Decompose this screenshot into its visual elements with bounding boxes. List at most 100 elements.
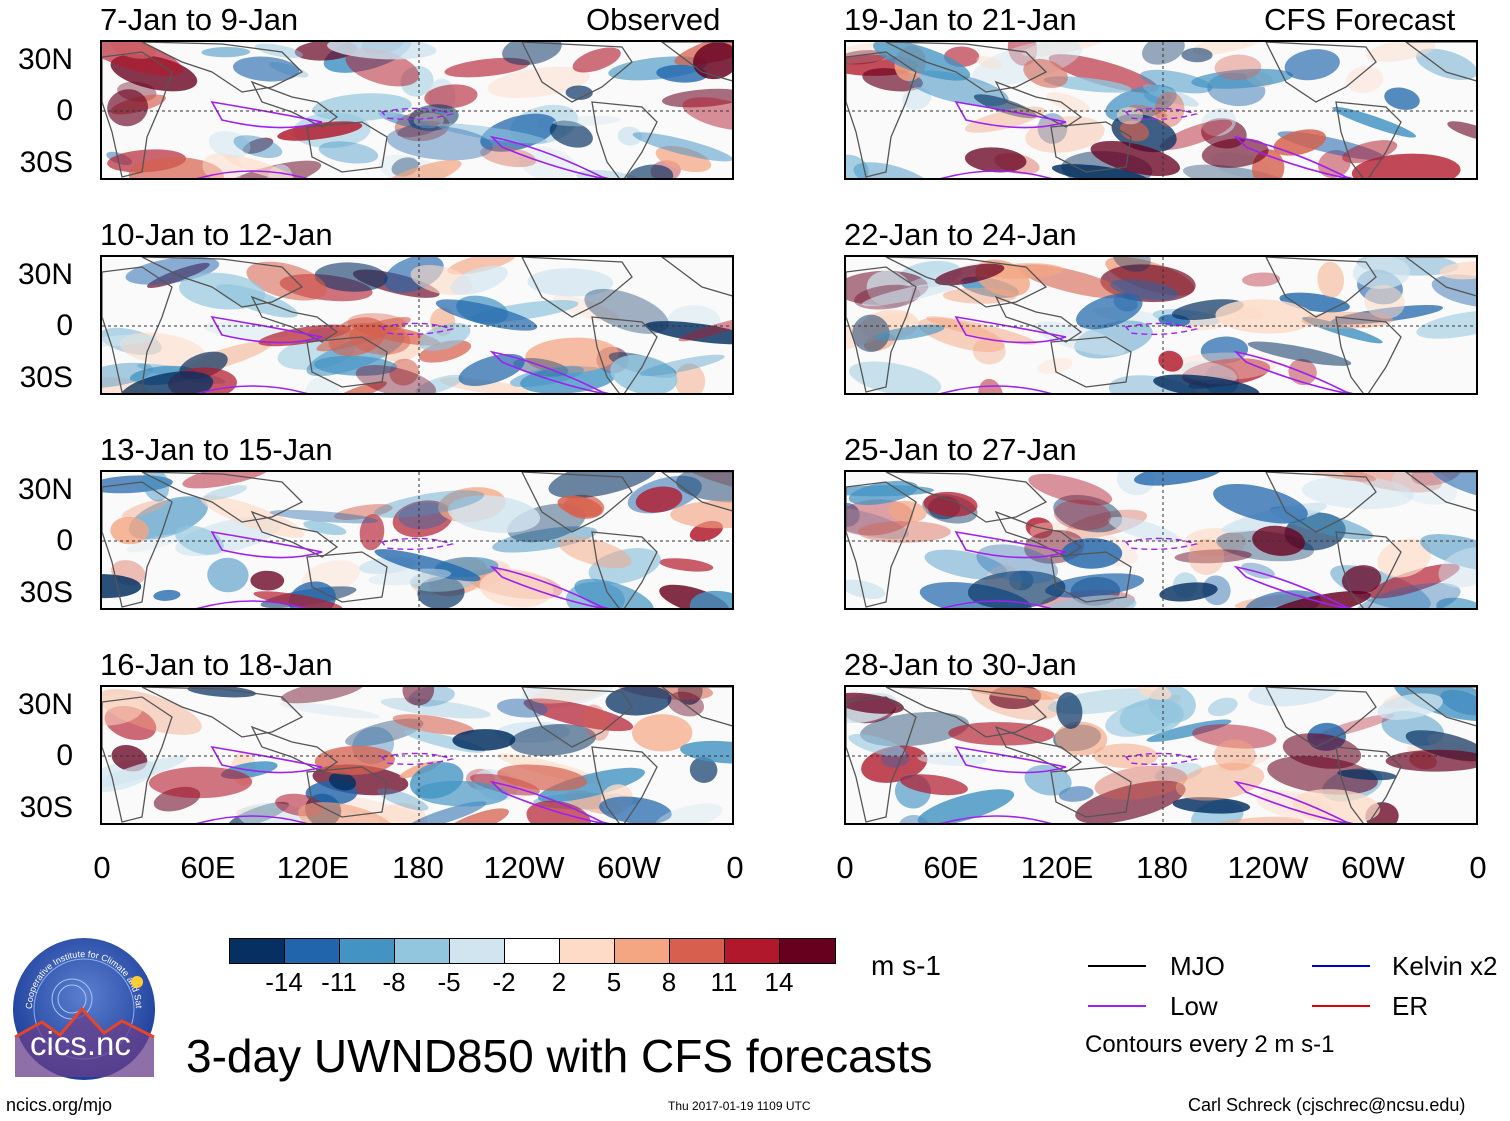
anomaly-patch — [102, 574, 142, 599]
footer-timestamp: Thu 2017-01-19 1109 UTC — [668, 1099, 811, 1113]
x-tick-label: 0 — [93, 850, 111, 885]
anomaly-patch — [1439, 261, 1476, 280]
anomaly-patch — [689, 756, 718, 783]
anomaly-patch — [626, 164, 674, 178]
anomaly-patch — [1159, 119, 1233, 150]
anomaly-patch — [374, 549, 481, 582]
anomaly-patch — [635, 486, 683, 513]
low-contour-dashed — [380, 107, 455, 121]
anomaly-patch — [332, 381, 387, 393]
anomaly-patch — [923, 491, 978, 517]
anomaly-patch — [861, 745, 928, 783]
anomaly-patch — [1048, 54, 1159, 93]
coastline — [994, 510, 1083, 558]
x-tick-label: 0 — [836, 850, 854, 885]
x-tick-label: 120E — [276, 850, 350, 885]
panel-title: 16-Jan to 18-Jan — [100, 647, 333, 682]
anomaly-patch — [1215, 299, 1315, 334]
anomaly-patch — [1241, 562, 1275, 579]
anomaly-patch — [846, 506, 909, 540]
anomaly-patch — [917, 752, 987, 766]
anomaly-patch — [1364, 284, 1405, 319]
low-contour — [954, 745, 1067, 774]
anomaly-patch — [406, 801, 487, 823]
anomaly-patch — [418, 322, 471, 351]
anomaly-patch — [557, 495, 603, 518]
coastline — [885, 472, 1048, 523]
anomaly-patch — [1353, 582, 1461, 608]
colorbar-label: -5 — [437, 967, 461, 997]
anomaly-patch — [392, 714, 475, 735]
anomaly-patch — [179, 272, 266, 310]
low-contour — [1233, 135, 1354, 178]
colorbar-label: -14 — [265, 967, 303, 997]
anomaly-patch — [377, 788, 429, 811]
anomaly-patch — [1065, 509, 1148, 539]
anomaly-patch — [1175, 763, 1265, 801]
map-panel-forecast-2 — [844, 255, 1478, 395]
colorbar-label: 8 — [661, 967, 677, 997]
map-panel-forecast-3 — [844, 470, 1478, 610]
anomaly-patch — [1242, 272, 1281, 287]
low-legend-line — [1088, 1005, 1146, 1007]
coastline — [1335, 316, 1402, 393]
anomaly-patch — [1317, 261, 1345, 298]
anomaly-patch — [203, 485, 248, 501]
anomaly-patch — [964, 147, 1027, 173]
anomaly-patch — [487, 66, 590, 99]
anomaly-patch — [552, 115, 621, 127]
coastline — [306, 766, 388, 818]
anomaly-patch — [444, 57, 530, 78]
panel-title: 7-Jan to 9-Jan — [100, 2, 299, 37]
footer-url[interactable]: ncics.org/mjo — [6, 1095, 113, 1115]
coastline — [660, 42, 732, 82]
anomaly-patch — [674, 363, 706, 393]
anomaly-patch — [258, 324, 351, 347]
panel-title: 25-Jan to 27-Jan — [844, 432, 1077, 467]
anomaly-patch — [1337, 769, 1397, 781]
anomaly-patch — [527, 268, 614, 297]
y-tick-label: 30S — [19, 576, 73, 609]
anomaly-patch — [355, 365, 437, 393]
coastline — [1404, 687, 1476, 727]
colorbar — [229, 938, 836, 964]
anomaly-patch — [917, 789, 1015, 823]
anomaly-patch — [298, 802, 397, 823]
low-contour — [196, 815, 308, 823]
low-contour — [954, 100, 1067, 129]
x-tick-label: 120E — [1020, 850, 1094, 885]
anomaly-patch — [888, 500, 927, 523]
coastline — [102, 266, 173, 393]
anomaly-patch — [110, 516, 149, 545]
anomaly-patch — [279, 702, 380, 719]
anomaly-patch — [314, 262, 388, 292]
map-panel-forecast-4 — [844, 685, 1478, 825]
anomaly-patch — [1053, 494, 1123, 533]
anomaly-patch — [874, 324, 945, 341]
anomaly-patch — [693, 42, 732, 80]
anomaly-patch — [853, 162, 936, 178]
colorbar-swatch — [670, 939, 725, 963]
anomaly-patch — [1332, 106, 1417, 138]
x-tick-label: 60E — [180, 850, 236, 885]
coastline — [994, 725, 1083, 773]
anomaly-patch — [565, 85, 593, 100]
x-tick-label: 0 — [1469, 850, 1487, 885]
y-tick-label: 30N — [17, 43, 73, 76]
anomaly-patch — [444, 808, 509, 823]
coastline — [141, 687, 304, 738]
anomaly-patch — [1119, 120, 1149, 142]
panel-title: 28-Jan to 30-Jan — [844, 647, 1077, 682]
anomaly-patch — [846, 154, 869, 178]
anomaly-patch — [435, 299, 538, 331]
anomaly-patch — [1301, 472, 1377, 482]
anomaly-patch — [304, 376, 340, 393]
anomaly-patch — [1051, 164, 1149, 178]
anomaly-patch — [673, 472, 732, 492]
anomaly-patch — [107, 89, 149, 127]
anomaly-patch — [689, 590, 732, 608]
anomaly-patch — [1248, 687, 1340, 707]
anomaly-patch — [368, 568, 452, 586]
anomaly-patch — [1159, 582, 1218, 602]
anomaly-patch — [1172, 797, 1251, 814]
